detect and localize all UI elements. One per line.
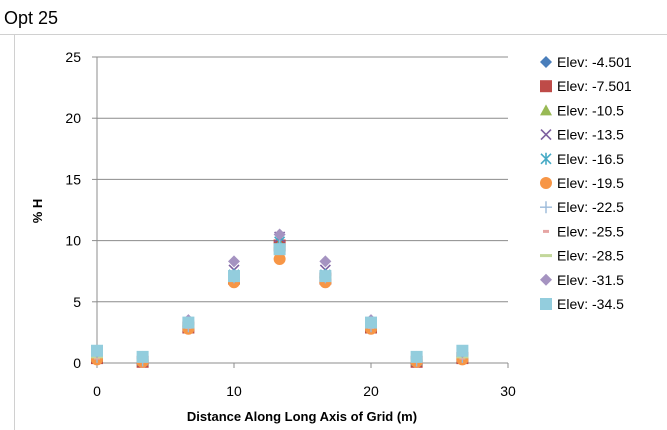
legend-marker	[540, 254, 552, 258]
data-point	[273, 243, 286, 256]
data-point	[228, 270, 240, 283]
legend-marker	[540, 273, 552, 286]
legend-entry: Elev: -34.5	[540, 296, 624, 312]
y-tick-label: 20	[65, 110, 81, 126]
x-tick-label: 10	[226, 383, 242, 399]
legend-marker	[540, 152, 552, 165]
y-tick-label: 10	[65, 233, 81, 249]
legend-entry: Elev: -31.5	[540, 272, 624, 288]
chart-title: Opt 25	[4, 8, 59, 28]
legend-marker	[540, 298, 552, 310]
legend-marker	[540, 177, 552, 189]
legend-label: Elev: -16.5	[557, 151, 624, 167]
legend-label: Elev: -19.5	[557, 175, 624, 191]
legend-marker	[540, 80, 552, 93]
legend-entry: Elev: -16.5	[540, 151, 624, 167]
chart-frame-top-border	[0, 34, 667, 35]
legend-label: Elev: -4.501	[557, 54, 632, 70]
legend-entry: Elev: -13.5	[540, 127, 624, 143]
legend-marker	[540, 104, 552, 116]
y-axis-title: % H	[30, 199, 45, 224]
legend-label: Elev: -28.5	[557, 248, 624, 264]
legend-label: Elev: -22.5	[557, 199, 624, 215]
data-point	[228, 255, 240, 268]
legend-entry: Elev: -22.5	[540, 199, 624, 215]
data-point	[365, 316, 377, 329]
axes: 0 5 10 15 20 25 0 10 20 30	[65, 49, 516, 399]
x-tick-label: 0	[93, 383, 101, 399]
data-point	[182, 316, 195, 329]
legend-label: Elev: -31.5	[557, 272, 624, 288]
legend-entry: Elev: -19.5	[540, 175, 624, 191]
x-tick-label: 20	[363, 383, 379, 399]
legend-entry: Elev: -4.501	[540, 54, 632, 70]
legend-entry: Elev: -7.501	[540, 78, 632, 94]
y-tick-label: 25	[65, 49, 81, 65]
legend-label: Elev: -34.5	[557, 296, 624, 312]
chart-frame-left-border	[14, 34, 15, 430]
legend-marker	[540, 201, 552, 214]
y-tick-label: 15	[65, 171, 81, 187]
gridlines	[97, 56, 508, 364]
x-tick-label: 30	[500, 383, 516, 399]
y-tick-label: 0	[73, 355, 81, 371]
data-point	[273, 252, 286, 265]
data-point	[319, 255, 332, 268]
legend-label: Elev: -10.5	[557, 102, 624, 118]
data-point	[273, 228, 286, 241]
legend-label: Elev: -7.501	[557, 78, 632, 94]
y-tick-label: 5	[73, 294, 81, 310]
legend-entry: Elev: -28.5	[540, 248, 624, 264]
legend-label: Elev: -25.5	[557, 223, 624, 239]
data-point	[136, 350, 149, 363]
legend-marker	[540, 56, 552, 68]
legend-marker	[543, 229, 549, 233]
x-axis-title: Distance Along Long Axis of Grid (m)	[187, 409, 417, 424]
data-point	[91, 344, 103, 357]
data-point	[410, 350, 423, 363]
data-point	[319, 270, 332, 283]
legend-entry: Elev: -25.5	[543, 223, 624, 239]
data-points	[91, 228, 469, 368]
legend-marker	[540, 129, 552, 141]
data-point	[456, 344, 469, 357]
legend-label: Elev: -13.5	[557, 127, 624, 143]
legend-entry: Elev: -10.5	[540, 102, 624, 118]
legend: Elev: -4.501 Elev: -7.501 Elev: -10.5 Elev:…	[540, 54, 632, 312]
